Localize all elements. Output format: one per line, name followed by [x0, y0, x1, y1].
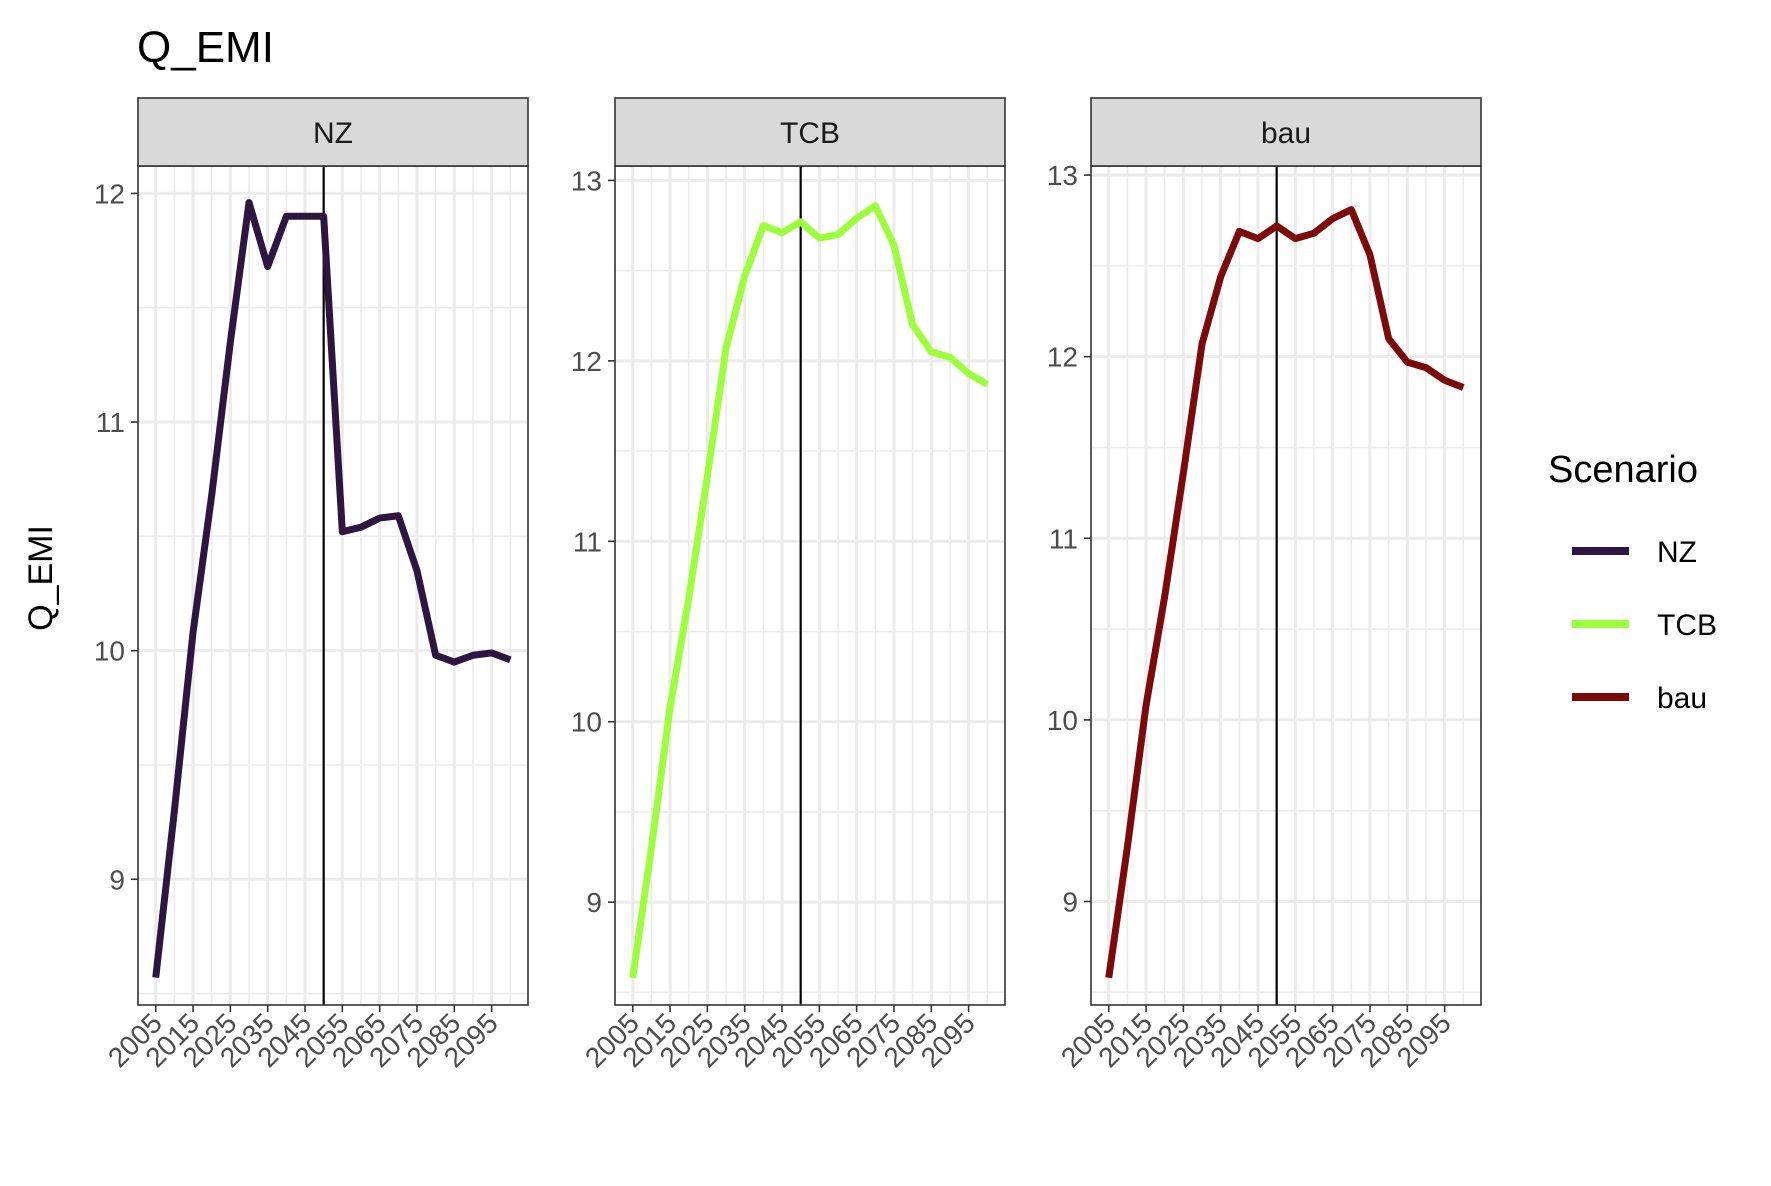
- y-tick-label: 10: [1047, 705, 1078, 736]
- y-tick-label: 11: [96, 407, 125, 438]
- series-line-nz: [152, 199, 512, 978]
- legend-label: bau: [1657, 682, 1707, 715]
- y-tick-label: 11: [573, 526, 602, 557]
- y-axis-title: Q_EMI: [22, 525, 60, 631]
- panels-group: NZ91011122005201520252035204520552065207…: [94, 97, 1482, 1073]
- legend-entry-tcb: TCB: [1572, 609, 1717, 642]
- series-line-bau: [1105, 206, 1465, 979]
- legend-entry-nz: NZ: [1572, 536, 1697, 569]
- facet-strip-label: TCB: [780, 117, 840, 150]
- y-tick-label: 11: [1049, 523, 1078, 554]
- facet-strip: [137, 97, 529, 167]
- y-tick-label: 13: [571, 165, 602, 196]
- facet-strip: [1090, 97, 1482, 167]
- series-line-tcb: [629, 202, 990, 979]
- legend-label: TCB: [1657, 609, 1717, 642]
- y-tick-label: 9: [109, 864, 125, 895]
- panel-background: [615, 166, 1005, 1005]
- panel-background: [1091, 166, 1481, 1005]
- facet-panel-nz: NZ91011122005201520252035204520552065207…: [94, 97, 529, 1073]
- y-tick-label: 10: [94, 636, 125, 667]
- y-tick-label: 12: [94, 178, 125, 209]
- legend-title: Scenario: [1548, 449, 1698, 491]
- y-tick-label: 10: [571, 707, 602, 738]
- facet-strip-label: bau: [1261, 117, 1311, 150]
- panel-background: [138, 166, 528, 1005]
- y-tick-label: 9: [1062, 886, 1078, 917]
- facet-strip-label: NZ: [313, 117, 353, 150]
- y-tick-label: 12: [571, 346, 602, 377]
- y-tick-label: 12: [1047, 342, 1078, 373]
- facet-panel-tcb: TCB9101112132005201520252035204520552065…: [571, 97, 1006, 1073]
- y-tick-label: 13: [1047, 160, 1078, 191]
- legend-entry-bau: bau: [1572, 682, 1707, 715]
- legend-label: NZ: [1657, 536, 1697, 569]
- facet-strip: [614, 97, 1006, 167]
- chart-title: Q_EMI: [137, 23, 274, 72]
- legend: Scenario NZ TCB bau: [1548, 449, 1717, 715]
- y-tick-label: 9: [586, 887, 602, 918]
- facet-panel-bau: bau9101112132005201520252035204520552065…: [1047, 97, 1482, 1073]
